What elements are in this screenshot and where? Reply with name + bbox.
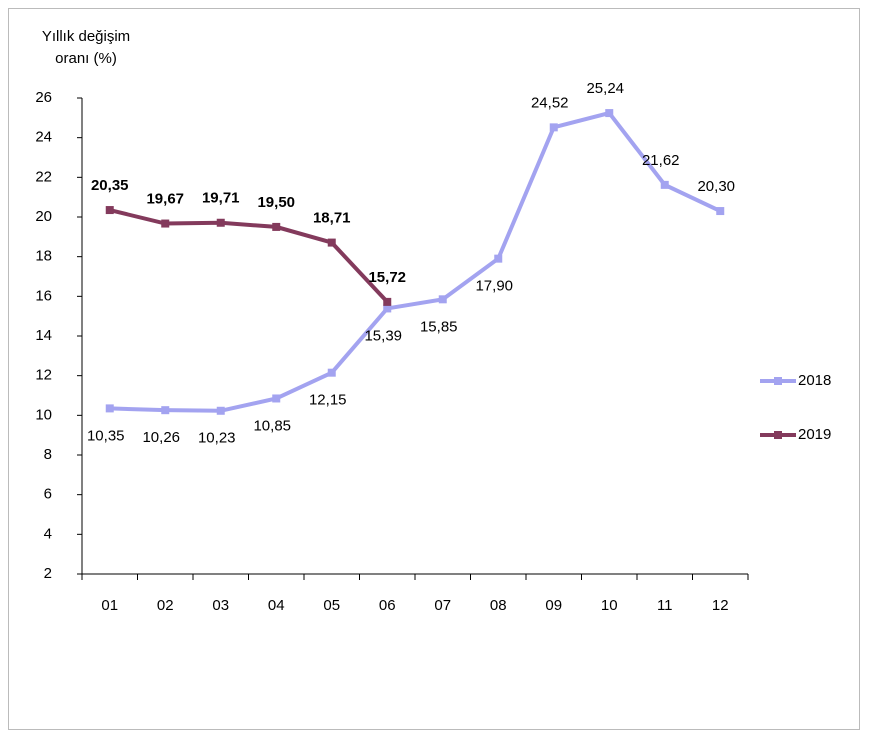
point: [161, 406, 170, 415]
y-tick-label: 2: [44, 565, 52, 582]
point: [161, 219, 170, 228]
point: [327, 368, 336, 377]
y-tick-label: 10: [35, 406, 52, 423]
point: [383, 297, 392, 306]
data-label: 10,23: [198, 430, 236, 447]
y-tick-label: 16: [35, 287, 52, 304]
x-tick-label: 04: [268, 597, 285, 614]
x-tick-label: 07: [434, 597, 451, 614]
x-tick-label: 09: [545, 597, 562, 614]
point: [216, 406, 225, 415]
data-label: 20,30: [697, 178, 735, 195]
point: [105, 206, 114, 215]
y-tick-label: 18: [35, 248, 52, 265]
data-label: 20,35: [91, 177, 129, 194]
x-tick-label: 11: [657, 597, 673, 614]
data-label: 15,72: [368, 269, 406, 286]
data-label: 10,35: [87, 427, 125, 444]
y-tick-label: 22: [35, 168, 52, 185]
x-tick-label: 10: [601, 597, 618, 614]
data-label: 24,52: [531, 94, 569, 111]
data-label: 25,24: [586, 80, 624, 97]
y-tick-label: 20: [35, 208, 52, 225]
data-label: 17,90: [475, 278, 513, 295]
legend-marker: [774, 377, 782, 385]
x-tick-label: 01: [101, 597, 118, 614]
point: [272, 394, 281, 403]
data-label: 15,39: [364, 327, 402, 344]
series-line: [109, 110, 722, 413]
point: [105, 404, 114, 413]
data-label: 10,85: [253, 417, 291, 434]
data-label: 19,50: [257, 194, 295, 211]
point: [605, 109, 614, 118]
point: [383, 304, 392, 313]
x-tick-label: 02: [157, 597, 174, 614]
y-tick-label: 8: [44, 446, 52, 463]
x-tick-label: 08: [490, 597, 507, 614]
point: [660, 180, 669, 189]
data-label: 19,67: [146, 191, 184, 208]
legend-label: 2019: [798, 426, 831, 443]
x-tick-label: 03: [212, 597, 229, 614]
y-tick-label: 12: [35, 367, 52, 384]
legend-label: 2018: [798, 372, 831, 389]
data-label: 15,85: [420, 318, 458, 335]
data-label: 19,71: [202, 190, 240, 207]
y-tick-label: 6: [44, 486, 52, 503]
y-axis-label: Yıllık değişim oranı (%): [41, 28, 131, 67]
y-tick-label: 4: [44, 525, 52, 542]
point: [716, 207, 725, 216]
point: [327, 238, 336, 247]
y-tick-label: 26: [35, 89, 52, 106]
x-tick-label: 06: [379, 597, 396, 614]
point: [438, 295, 447, 304]
point: [549, 123, 558, 132]
point: [272, 222, 281, 231]
data-label: 10,26: [142, 429, 180, 446]
y-tick-label: 24: [35, 129, 52, 146]
legend-marker: [774, 431, 782, 439]
x-tick-label: 05: [323, 597, 340, 614]
point: [216, 218, 225, 227]
data-label: 12,15: [309, 392, 347, 409]
series-line: [109, 208, 389, 304]
data-label: 18,71: [313, 210, 351, 227]
point: [494, 254, 503, 263]
y-tick-label: 14: [35, 327, 52, 344]
frame: [8, 8, 860, 730]
data-label: 21,62: [642, 152, 680, 169]
x-tick-label: 12: [712, 597, 729, 614]
